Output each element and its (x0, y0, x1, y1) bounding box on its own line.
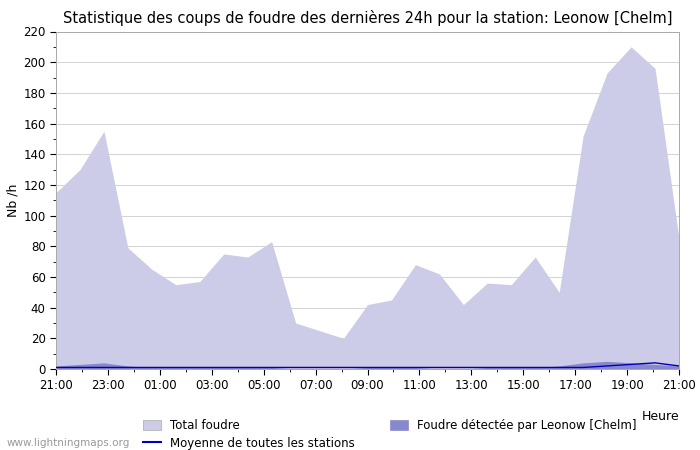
Legend: Total foudre, Moyenne de toutes les stations, Foudre détectée par Leonow [Chelm]: Total foudre, Moyenne de toutes les stat… (143, 419, 637, 450)
Title: Statistique des coups de foudre des dernières 24h pour la station: Leonow [Chelm: Statistique des coups de foudre des dern… (63, 10, 672, 26)
Text: www.lightningmaps.org: www.lightningmaps.org (7, 438, 130, 448)
Y-axis label: Nb /h: Nb /h (6, 184, 19, 217)
Text: Heure: Heure (641, 410, 679, 423)
